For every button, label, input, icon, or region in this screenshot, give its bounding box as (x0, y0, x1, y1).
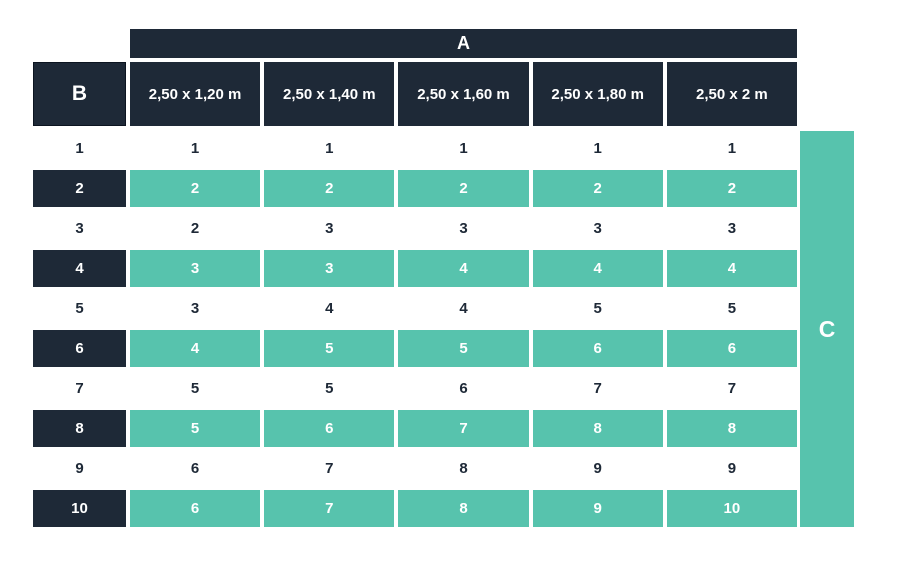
value-cell: 10 (666, 490, 797, 527)
row-header: 5 (75, 300, 84, 317)
value-cell: 5 (398, 330, 529, 367)
value-cell: 6 (666, 330, 797, 367)
value-cell: 3 (398, 210, 529, 247)
column-header: 2,50 x 1,80 m (532, 62, 663, 126)
value-cell: 3 (130, 290, 261, 327)
value-cell: 6 (264, 410, 395, 447)
column-header: 2,50 x 1,60 m (398, 62, 529, 126)
column-group-header-a: A (130, 29, 797, 58)
table-row: 10 6 7 8 9 10 (33, 490, 797, 527)
side-bar-label: C (818, 315, 836, 342)
row-axis-header-b: B (33, 62, 126, 126)
value-cell: 2 (532, 170, 663, 207)
value-cell: 3 (264, 210, 395, 247)
value-cell: 4 (264, 290, 395, 327)
value-cell: 2 (398, 170, 529, 207)
value-cell: 7 (264, 490, 395, 527)
row-header: 7 (75, 380, 84, 397)
value-cell: 5 (130, 370, 261, 407)
row-header: 2 (33, 170, 126, 207)
value-cell: 8 (398, 450, 529, 487)
value-cell: 2 (264, 170, 395, 207)
column-header: 2,50 x 1,40 m (264, 62, 395, 126)
value-cell: 2 (130, 170, 261, 207)
value-cell: 4 (666, 250, 797, 287)
value-cell: 6 (130, 450, 261, 487)
value-cell: 3 (666, 210, 797, 247)
row-header: 9 (75, 460, 84, 477)
value-cell: 1 (130, 130, 261, 167)
value-cell: 7 (398, 410, 529, 447)
value-cell: 3 (130, 250, 261, 287)
value-cell: 6 (130, 490, 261, 527)
value-cell: 8 (532, 410, 663, 447)
row-header: 8 (33, 410, 126, 447)
value-cell: 7 (264, 450, 395, 487)
value-cell: 4 (532, 250, 663, 287)
value-cell: 5 (130, 410, 261, 447)
value-cell: 2 (666, 170, 797, 207)
value-cell: 6 (532, 330, 663, 367)
value-cell: 4 (398, 290, 529, 327)
value-cell: 1 (532, 130, 663, 167)
value-cell: 1 (666, 130, 797, 167)
row-header: 10 (33, 490, 126, 527)
side-bar-c: C (800, 131, 854, 527)
row-values: 6 7 8 9 10 (130, 490, 797, 527)
value-cell: 9 (666, 450, 797, 487)
value-cell: 8 (666, 410, 797, 447)
value-cell: 7 (666, 370, 797, 407)
value-cell: 1 (264, 130, 395, 167)
row-header: 3 (75, 220, 84, 237)
value-cell: 5 (264, 330, 395, 367)
column-header: 2,50 x 1,20 m (130, 62, 261, 126)
column-group-label: A (457, 33, 470, 53)
value-cell: 7 (532, 370, 663, 407)
value-cell: 5 (264, 370, 395, 407)
value-cell: 9 (532, 490, 663, 527)
value-cell: 5 (666, 290, 797, 327)
value-cell: 9 (532, 450, 663, 487)
value-cell: 3 (532, 210, 663, 247)
value-cell: 4 (130, 330, 261, 367)
value-cell: 2 (130, 210, 261, 247)
value-cell: 5 (532, 290, 663, 327)
column-header: 2,50 x 2 m (666, 62, 797, 126)
value-cell: 8 (398, 490, 529, 527)
row-header: 4 (33, 250, 126, 287)
value-cell: 1 (398, 130, 529, 167)
row-header: 6 (33, 330, 126, 367)
value-cell: 4 (398, 250, 529, 287)
value-cell: 3 (264, 250, 395, 287)
value-cell: 6 (398, 370, 529, 407)
row-header: 1 (75, 140, 84, 157)
